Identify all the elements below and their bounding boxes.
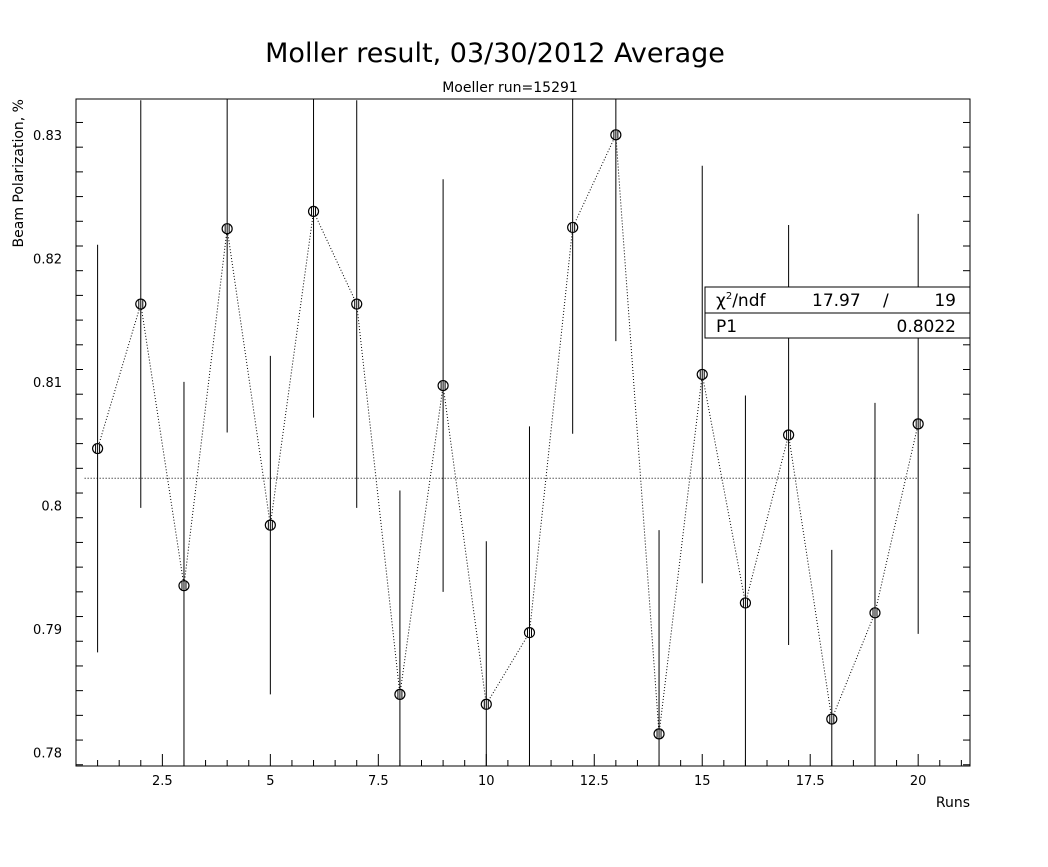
x-axis-label: Runs [936, 795, 970, 811]
data-point [696, 368, 708, 381]
data-markers [91, 129, 924, 740]
y-tick-label: 0.83 [33, 129, 62, 144]
data-point [826, 713, 838, 725]
data-point [523, 626, 536, 639]
y-tick-label: 0.79 [33, 623, 62, 638]
data-connector-line [97, 132, 919, 734]
y-tick-label: 0.78 [33, 746, 62, 761]
chart-subtitle: Moeller run=15291 [442, 80, 578, 96]
data-point [221, 223, 233, 235]
data-point [351, 298, 363, 310]
stats-box: χ2/ndf 17.97 / 19 P1 0.8022 [704, 286, 971, 339]
x-axis-tick-labels: 2.5 5 7.5 10 12.5 15 17.5 20 [152, 774, 926, 789]
x-tick-label: 20 [910, 774, 927, 789]
y-tick-label: 0.81 [33, 376, 62, 391]
data-point [610, 129, 622, 141]
p1-value: 0.8022 [897, 317, 956, 337]
y-axis-label: Beam Polarization, % [11, 99, 27, 247]
data-point [783, 429, 795, 441]
x-tick-label: 12.5 [580, 774, 609, 789]
x-tick-label: 7.5 [368, 774, 389, 789]
x-tick-label: 5 [266, 774, 274, 789]
x-tick-label: 10 [478, 774, 495, 789]
x-axis-ticks [97, 754, 962, 766]
data-point [394, 688, 406, 700]
data-point [307, 205, 320, 218]
y-axis-tick-labels: 0.78 0.79 0.8 0.81 0.82 0.83 [33, 129, 62, 762]
data-point [437, 379, 449, 392]
data-point [567, 221, 579, 234]
data-point [264, 519, 276, 531]
chi2-label: χ2/ndf [716, 291, 766, 311]
ndf-value: 19 [934, 291, 956, 311]
y-axis-ticks [76, 121, 970, 766]
x-tick-label: 17.5 [796, 774, 825, 789]
chart-title: Moller result, 03/30/2012 Average [265, 38, 725, 69]
data-point [135, 298, 147, 310]
chi2-value: 17.97 [812, 291, 861, 311]
chi2-slash: / [883, 291, 889, 311]
data-point [480, 698, 492, 710]
data-point [912, 418, 924, 430]
x-tick-label: 15 [694, 774, 711, 789]
p1-label: P1 [716, 317, 737, 337]
error-bars [97, 99, 919, 766]
y-tick-label: 0.8 [41, 499, 62, 514]
plot-frame [75, 98, 971, 767]
data-point [178, 580, 190, 592]
data-point [869, 607, 881, 619]
y-tick-label: 0.82 [33, 252, 62, 267]
x-tick-label: 2.5 [152, 774, 173, 789]
data-point [653, 728, 665, 740]
data-point [91, 442, 104, 455]
data-point [739, 597, 752, 609]
